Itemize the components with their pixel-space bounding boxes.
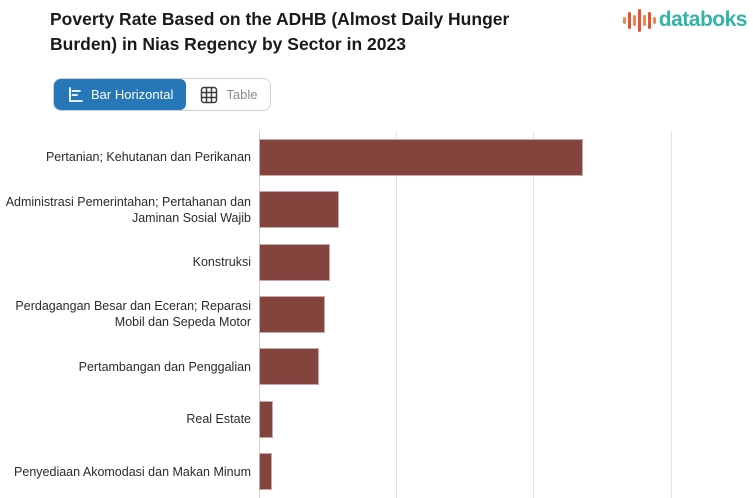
tab-table[interactable]: Table — [186, 79, 271, 110]
category-label: Administrasi Pemerintahan; Pertahanan da… — [5, 194, 251, 225]
x-gridline — [533, 131, 535, 498]
category-label: Perdagangan Besar dan Eceran; Reparasi M… — [15, 299, 251, 330]
data-bar[interactable] — [259, 348, 320, 386]
chart-row: Pertambangan dan Penggalian — [0, 341, 753, 393]
tab-bar-horizontal[interactable]: Bar Horizontal — [54, 79, 187, 110]
databoks-pulse-icon — [622, 7, 656, 33]
view-switcher: Bar Horizontal Table — [53, 78, 272, 111]
bar-area — [259, 236, 753, 288]
table-icon — [199, 85, 219, 105]
chart-row: Real Estate — [0, 393, 753, 445]
data-bar[interactable] — [259, 453, 273, 491]
bar-horizontal-icon — [67, 86, 84, 103]
data-bar[interactable] — [259, 295, 325, 333]
category-label: Konstruksi — [192, 255, 251, 270]
bar-area — [259, 341, 753, 393]
x-gridline — [396, 131, 398, 498]
bar-area — [259, 393, 753, 445]
databoks-wordmark: databoks — [658, 8, 748, 31]
chart-row: Penyediaan Akomodasi dan Makan Minum — [0, 446, 753, 498]
bar-area — [259, 183, 753, 235]
chart-row: Administrasi Pemerintahan; Pertahanan da… — [0, 183, 753, 235]
data-bar[interactable] — [259, 191, 339, 229]
category-label: Pertambangan dan Penggalian — [78, 359, 251, 374]
chart-rows: Pertanian; Kehutanan dan Perikanan Admin… — [0, 131, 753, 498]
databoks-logo[interactable]: databoks — [622, 7, 748, 33]
chart-row: Perdagangan Besar dan Eceran; Reparasi M… — [0, 288, 753, 340]
category-label: Real Estate — [186, 412, 251, 427]
x-gridline — [670, 131, 672, 498]
bar-area — [259, 131, 753, 183]
data-bar[interactable] — [259, 243, 331, 281]
chart-row: Konstruksi — [0, 236, 753, 288]
category-label: Penyediaan Akomodasi dan Makan Minum — [14, 464, 251, 479]
chart-row: Pertanian; Kehutanan dan Perikanan — [0, 131, 753, 183]
bar-chart: Pertanian; Kehutanan dan Perikanan Admin… — [0, 131, 753, 498]
bar-area — [259, 446, 753, 498]
data-bar[interactable] — [259, 138, 583, 176]
tab-label: Bar Horizontal — [91, 87, 174, 102]
tab-label: Table — [226, 87, 258, 102]
category-label: Pertanian; Kehutanan dan Perikanan — [45, 150, 251, 165]
page-title: Poverty Rate Based on the ADHB (Almost D… — [50, 9, 510, 54]
data-bar[interactable] — [259, 400, 273, 438]
bar-area — [259, 288, 753, 340]
